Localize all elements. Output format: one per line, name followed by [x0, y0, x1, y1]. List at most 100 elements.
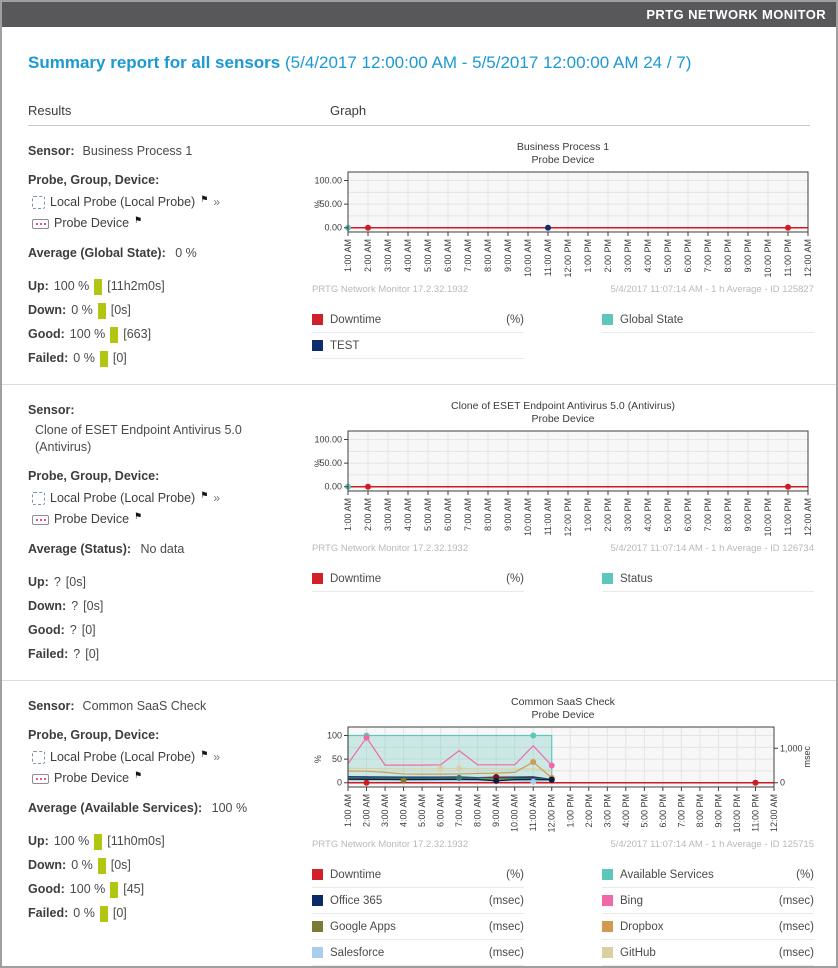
svg-text:100.00: 100.00	[314, 435, 342, 445]
average-value: 0 %	[171, 246, 197, 260]
graph-panel: Common SaaS Check Probe Device 0 50 100% 0 1…	[312, 696, 814, 966]
svg-text:50.00: 50.00	[319, 458, 342, 468]
device-icon	[32, 773, 49, 784]
legend-label: Downtime	[330, 572, 382, 585]
legend-unit: (msec)	[778, 894, 814, 907]
graph-panel: Clone of ESET Endpoint Antivirus 5.0 (An…	[312, 400, 814, 670]
svg-text:11:00 PM: 11:00 PM	[783, 498, 793, 536]
stat-extra: [0s]	[110, 858, 131, 872]
stat-label: Failed:	[28, 351, 69, 365]
svg-text:1:00 PM: 1:00 PM	[565, 794, 575, 828]
probe-group-device-label: Probe, Group, Device:	[28, 469, 160, 483]
flag-icon: ⚑	[134, 511, 143, 521]
legend-unit: (msec)	[778, 946, 814, 959]
legend-label: Bing	[620, 894, 644, 907]
device-name[interactable]: Probe Device	[54, 512, 130, 526]
app-header: PRTG NETWORK MONITOR	[2, 2, 836, 27]
legend-swatch	[312, 921, 323, 932]
legend-swatch	[602, 895, 613, 906]
graph-panel: Business Process 1 Probe Device 0.00 50.0…	[312, 141, 814, 374]
legend-unit: (msec)	[488, 946, 524, 959]
graph-subtitle: Probe Device	[531, 709, 595, 721]
legend-swatch	[312, 340, 323, 351]
graph-footer-left: PRTG Network Monitor 17.2.32.1932	[312, 284, 469, 295]
graph-footer-right: 5/4/2017 11:07:14 AM - 1 h Average - ID …	[610, 284, 814, 295]
svg-text:3:00 AM: 3:00 AM	[380, 794, 390, 827]
svg-text:7:00 PM: 7:00 PM	[703, 498, 713, 532]
svg-text:8:00 AM: 8:00 AM	[483, 239, 493, 272]
sensor-label: Sensor:	[28, 699, 75, 713]
average-label: Average (Available Services):	[28, 801, 203, 815]
stat-row: Down: 0 % [0s]	[28, 302, 312, 319]
svg-text:3:00 AM: 3:00 AM	[383, 239, 393, 272]
stat-value: 0 %	[73, 906, 95, 920]
stat-row: Up: 100 % [11h2m0s]	[28, 278, 312, 295]
svg-text:11:00 AM: 11:00 AM	[528, 794, 538, 831]
probe-group-device: Probe, Group, Device: Local Probe (Local…	[28, 468, 312, 528]
svg-text:50: 50	[332, 754, 342, 764]
probe-name[interactable]: Local Probe (Local Probe)	[50, 195, 196, 209]
legend-swatch	[602, 947, 613, 958]
svg-text:1,000: 1,000	[780, 743, 803, 753]
stat-value: ?	[73, 647, 81, 661]
svg-text:5:00 AM: 5:00 AM	[417, 794, 427, 827]
device-row: Probe Device ⚑	[32, 215, 312, 232]
probe-icon	[32, 492, 45, 505]
stat-row: Up:? [0s]	[28, 574, 312, 591]
chevron-link[interactable]: »	[213, 491, 220, 505]
probe-name[interactable]: Local Probe (Local Probe)	[50, 491, 196, 505]
stat-value: ?	[71, 599, 79, 613]
stat-row: Down: 0 % [0s]	[28, 857, 312, 874]
graph-legend: Downtime (%) Available Services (%) Office 3…	[312, 862, 814, 966]
average-line: Average (Global State): 0 %	[28, 245, 312, 262]
brand-title: PRTG NETWORK MONITOR	[646, 7, 826, 22]
legend-swatch	[312, 573, 323, 584]
svg-text:9:00 PM: 9:00 PM	[743, 498, 753, 532]
graph-subtitle: Probe Device	[531, 154, 595, 166]
stat-label: Failed:	[28, 906, 69, 920]
sensor-line: Sensor: Common SaaS Check	[28, 698, 312, 715]
legend-label: Global State	[620, 313, 684, 326]
sensor-label: Sensor:	[28, 144, 75, 158]
svg-text:6:00 PM: 6:00 PM	[658, 794, 668, 828]
sensor-name: Clone of ESET Endpoint Antivirus 5.0 (An…	[35, 423, 242, 454]
probe-name[interactable]: Local Probe (Local Probe)	[50, 750, 196, 764]
svg-text:5:00 PM: 5:00 PM	[639, 794, 649, 828]
device-name[interactable]: Probe Device	[54, 216, 130, 230]
svg-text:4:00 PM: 4:00 PM	[621, 794, 631, 828]
stat-bar	[99, 350, 108, 367]
device-row: Probe Device ⚑	[32, 770, 312, 787]
stats-list: Up: 100 % [11h2m0s] Down: 0 % [0s] Good: 100 % […	[28, 278, 312, 367]
svg-text:3:00 PM: 3:00 PM	[623, 498, 633, 532]
stat-label: Down:	[28, 599, 67, 613]
flag-icon: ⚑	[134, 215, 143, 225]
svg-text:12:00 PM: 12:00 PM	[547, 794, 557, 833]
svg-text:1:00 AM: 1:00 AM	[343, 498, 353, 531]
stat-label: Up:	[28, 279, 49, 293]
graph-footer-right: 5/4/2017 11:07:14 AM - 1 h Average - ID …	[610, 839, 814, 850]
legend-label: Status	[620, 572, 653, 585]
chevron-link[interactable]: »	[213, 195, 220, 209]
stat-row: Up: 100 % [11h0m0s]	[28, 833, 312, 850]
device-name[interactable]: Probe Device	[54, 771, 130, 785]
legend-label: Downtime	[330, 868, 382, 881]
svg-text:4:00 AM: 4:00 AM	[399, 794, 409, 827]
svg-text:msec: msec	[802, 746, 812, 768]
legend-item: Downtime (%)	[312, 862, 524, 888]
svg-text:3:00 PM: 3:00 PM	[602, 794, 612, 828]
svg-text:1:00 AM: 1:00 AM	[343, 239, 353, 272]
svg-text:2:00 AM: 2:00 AM	[362, 794, 372, 827]
chevron-link[interactable]: »	[213, 750, 220, 764]
graph-footer: PRTG Network Monitor 17.2.32.1932 5/4/20…	[312, 543, 814, 554]
svg-text:100: 100	[327, 731, 342, 741]
legend-unit: (%)	[796, 868, 814, 881]
stat-value: ?	[69, 623, 77, 637]
svg-text:2:00 PM: 2:00 PM	[603, 239, 613, 273]
legend-item: Bing (msec)	[602, 888, 814, 914]
svg-text:12:00 AM: 12:00 AM	[803, 239, 813, 277]
stat-label: Down:	[28, 858, 67, 872]
average-line: Average (Available Services): 100 %	[28, 800, 312, 817]
legend-unit: (%)	[506, 313, 524, 326]
svg-text:4:00 AM: 4:00 AM	[403, 498, 413, 531]
stat-bar	[99, 905, 108, 922]
